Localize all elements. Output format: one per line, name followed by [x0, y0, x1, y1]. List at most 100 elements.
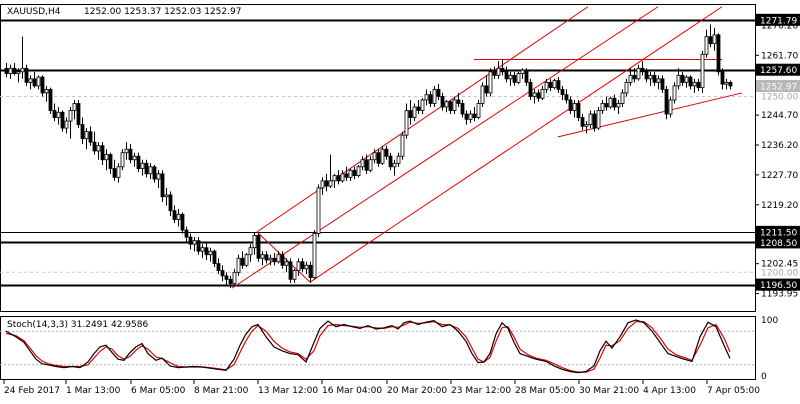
candle-bull: [28, 78, 33, 83]
candle-bull: [584, 124, 589, 127]
candle-bull: [124, 148, 129, 154]
candle-bull: [320, 180, 325, 189]
candle-bull: [200, 247, 205, 252]
candle-bull: [532, 92, 537, 97]
time-tick-label: 16 Mar 04:00: [322, 386, 382, 396]
candle-bear: [568, 99, 573, 111]
candle-bull: [400, 134, 405, 157]
candle-bear: [300, 261, 305, 270]
candle-bear: [604, 103, 609, 108]
candle-bull: [304, 264, 309, 270]
candle-bull: [16, 71, 21, 74]
current-price-box: [756, 80, 800, 93]
candle-bull: [248, 247, 253, 256]
candle-bear: [472, 113, 477, 118]
candle-bull: [236, 257, 241, 273]
level-label-box: [756, 236, 800, 249]
candle-bull: [672, 85, 677, 101]
level-label: 1196.50: [760, 281, 797, 291]
candle-bull: [356, 166, 361, 176]
candle-bear: [12, 67, 17, 74]
candle-bull: [432, 89, 437, 104]
stochastic-tick-label: 100: [761, 316, 778, 326]
candle-bull: [360, 159, 365, 168]
candle-bear: [632, 74, 637, 80]
candle-bull: [260, 254, 265, 259]
time-tick-label: 13 Mar 12:00: [258, 386, 318, 396]
candle-bear: [112, 168, 117, 178]
candle-bear: [580, 117, 585, 127]
candle-bear: [88, 131, 93, 143]
candle-bear: [436, 89, 441, 97]
time-tick-label: 1 Mar 13:00: [66, 386, 121, 396]
candle-bull: [476, 103, 481, 118]
candle-bear: [336, 175, 341, 182]
candle-bull: [424, 94, 429, 101]
candle-bear: [416, 106, 421, 111]
candle-bear: [664, 89, 669, 115]
candle-bear: [524, 69, 529, 83]
candle-bull: [156, 173, 161, 180]
candle-bull: [268, 257, 273, 261]
candle-bull: [480, 85, 485, 104]
candle-bear: [456, 99, 461, 104]
candle-bull: [340, 173, 345, 182]
candle-bear: [660, 78, 665, 90]
candle-bear: [388, 155, 393, 168]
candle-bear: [184, 229, 189, 238]
stochastic-label: Stoch(14,3,3) 31.2491 42.9586: [7, 320, 148, 330]
stochastic-tick-label: 0: [761, 372, 767, 382]
candle-bull: [20, 67, 25, 73]
candle-bear: [492, 71, 497, 76]
candle-bear: [364, 159, 369, 171]
price-tick-label: 1244.70: [761, 111, 798, 121]
candle-bear: [40, 76, 45, 94]
candle-bull: [68, 110, 73, 122]
candle-bull: [392, 162, 397, 168]
candle-bull: [252, 234, 257, 249]
price-tick-label: 1202.45: [761, 260, 798, 270]
trendline[interactable]: [231, 6, 659, 289]
candle-bull: [244, 254, 249, 266]
candle-bull: [704, 36, 709, 55]
candle-bull: [468, 113, 473, 120]
candle-bull: [516, 73, 521, 83]
candle-bull: [496, 67, 501, 76]
level-label-box: [756, 278, 800, 291]
candle-bear: [428, 94, 433, 104]
levels-layer: [0, 19, 755, 287]
chart-header-symbol: XAUUSD,H4: [7, 7, 61, 17]
frame-layer: [0, 4, 756, 380]
trendline[interactable]: [256, 6, 589, 233]
candle-bull: [656, 78, 661, 83]
candle-bear: [652, 74, 657, 83]
level-label-box: [756, 13, 800, 26]
trendlines-layer[interactable]: [231, 6, 743, 289]
level-label-box: [756, 225, 800, 238]
candle-bull: [72, 103, 77, 111]
candle-bull: [332, 175, 337, 182]
candle-bull: [488, 71, 493, 94]
time-tick-label: 30 Mar 21:00: [579, 386, 639, 396]
price-tick-label: 1270.20: [761, 21, 798, 31]
candle-bear: [4, 67, 9, 74]
candle-bear: [188, 236, 193, 245]
candle-bear: [564, 94, 569, 101]
candle-bull: [636, 67, 641, 80]
candle-bull: [372, 152, 377, 161]
aux-price-label: 1200.00: [761, 268, 798, 278]
trendline[interactable]: [557, 92, 743, 138]
candle-bear: [152, 166, 157, 180]
candle-bear: [240, 257, 245, 266]
trendline[interactable]: [309, 6, 723, 283]
candle-bull: [296, 261, 301, 271]
candle-bull: [44, 89, 49, 94]
candle-bull: [208, 250, 213, 256]
stochastic-panel-frame: [0, 316, 756, 380]
candle-bull: [56, 111, 61, 118]
candle-bear: [144, 162, 149, 175]
candle-bull: [276, 254, 281, 263]
candle-bear: [280, 254, 285, 266]
